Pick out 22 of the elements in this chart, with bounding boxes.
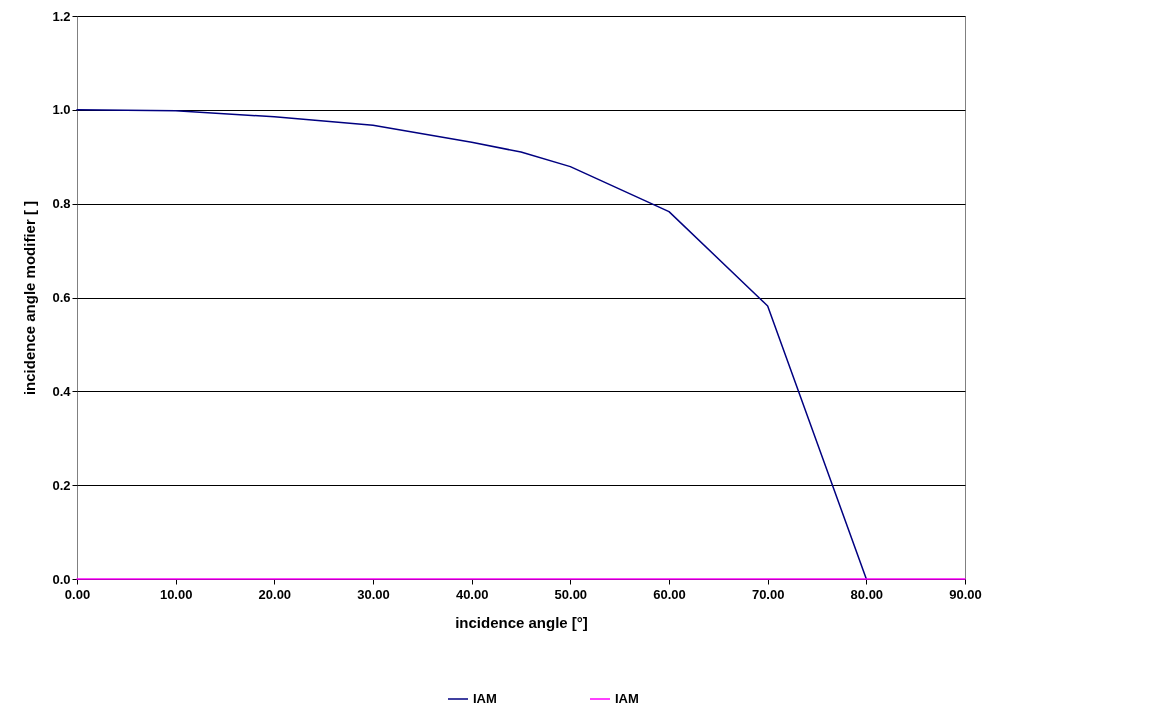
y-tick-label: 0.0 [52,571,71,587]
y-tick-label: 0.8 [52,196,71,212]
y-tick-label: 0.2 [52,477,71,493]
y-axis-title: incidence angle modifier [ ] [21,200,39,396]
y-tick-label: 1.0 [52,102,71,118]
x-tick-label: 10.00 [159,586,193,602]
x-tick-label: 40.00 [455,586,489,602]
x-tick-label: 50.00 [554,586,588,602]
x-tick-label: 90.00 [949,586,982,602]
y-tick-label: 0.4 [52,383,72,399]
line-series [76,109,868,580]
x-tick-label: 30.00 [357,586,390,602]
x-tick-label: 0.00 [64,586,91,602]
y-tick-label: 1.2 [52,8,71,24]
legend-label: IAM [615,691,639,706]
x-tick-label: 70.00 [751,586,785,602]
legend-label: IAM [473,691,497,706]
x-tick-label: 60.00 [653,586,686,602]
y-tick-label: 0.6 [52,290,71,305]
x-tick-label: 80.00 [850,586,884,602]
x-axis-title: incidence angle [°] [455,613,588,631]
x-tick-label: 20.00 [258,586,292,602]
